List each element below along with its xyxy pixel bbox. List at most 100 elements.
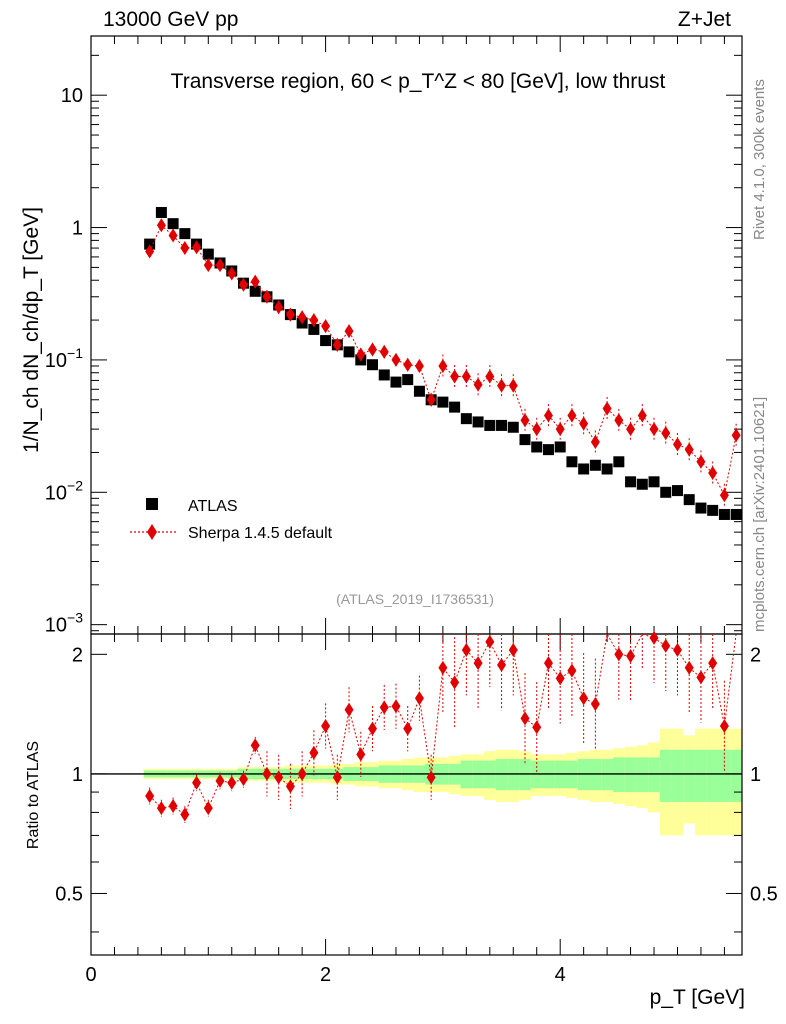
sherpa-point (180, 241, 190, 256)
atlas-point (648, 476, 660, 488)
header-right: Z+Jet (678, 8, 731, 31)
sherpa-point (356, 347, 366, 362)
atlas-point (707, 504, 719, 516)
sherpa-point (672, 437, 682, 452)
atlas-point (155, 206, 167, 218)
ratio-point (297, 766, 307, 781)
side-label-rivet: Rivet 4.1.0, 300k events (751, 79, 768, 240)
main-y-tick-label: 10−2 (45, 477, 83, 504)
atlas-point (308, 323, 320, 335)
atlas-point (531, 441, 543, 453)
ratio-point (262, 766, 272, 781)
ratio-point (309, 745, 319, 760)
ratio-x-tick-label: 2 (320, 964, 331, 986)
atlas-point (683, 494, 695, 506)
atlas-point (320, 335, 332, 347)
sherpa-point (719, 488, 729, 503)
sherpa-point (426, 392, 436, 407)
ratio-point (672, 643, 682, 658)
ratio-point (661, 638, 671, 653)
ratio-x-tick-label: 0 (85, 964, 96, 986)
atlas-point (613, 456, 625, 468)
ratio-point (719, 718, 729, 733)
side-label-mcplots: mcplots.cern.ch [arXiv:2401.10621] (751, 397, 768, 632)
sherpa-point (567, 408, 577, 423)
ratio-point (485, 634, 495, 649)
sherpa-point (626, 422, 636, 437)
atlas-point (437, 396, 449, 408)
sherpa-point (215, 258, 225, 273)
atlas-point (496, 419, 508, 431)
ratio-series-layer (145, 630, 737, 823)
ratio-point (426, 770, 436, 785)
ratio-point (274, 770, 284, 785)
sherpa-point (473, 377, 483, 392)
atlas-point (507, 421, 519, 433)
ratio-point (356, 747, 366, 762)
sherpa-point (238, 277, 248, 292)
atlas-point (343, 346, 355, 358)
sherpa-point (731, 428, 741, 443)
sherpa-point (309, 313, 319, 328)
ratio-point (391, 699, 401, 714)
sherpa-point (203, 258, 213, 273)
sherpa-point (344, 324, 354, 339)
ratio-point (403, 721, 413, 736)
legend-atlas-marker (146, 498, 158, 510)
ratio-y-tick-label: 2 (72, 644, 83, 666)
atlas-point (202, 248, 214, 260)
ratio-point (368, 721, 378, 736)
atlas-point (636, 478, 648, 490)
ratio-band-inner (507, 759, 520, 791)
ratio-point (508, 643, 518, 658)
atlas-point (472, 416, 484, 428)
ratio-point (696, 670, 706, 685)
sherpa-point (696, 454, 706, 469)
atlas-point (554, 441, 566, 453)
sherpa-point (192, 240, 202, 255)
atlas-point (625, 476, 637, 488)
main-y-tick-label: 10 (61, 85, 83, 107)
sherpa-point (227, 266, 237, 281)
ratio-point (227, 775, 237, 790)
ratio-point (555, 671, 565, 686)
ratio-point (520, 711, 530, 726)
ratio-point (473, 656, 483, 671)
ratio-point (567, 663, 577, 678)
atlas-point (484, 419, 496, 431)
ratio-band-inner (683, 749, 696, 802)
atlas-point (566, 456, 578, 468)
ratio-point (203, 801, 213, 816)
ratio-point (332, 770, 342, 785)
ratio-point (543, 656, 553, 671)
ratio-point (590, 696, 600, 711)
sherpa-point (461, 369, 471, 384)
sherpa-point (379, 344, 389, 359)
ratio-axes: 0 2 4 0.5 0.5 1 1 2 2 (55, 633, 778, 986)
ratio-band-inner (648, 757, 660, 793)
ratio-point (626, 649, 636, 664)
sherpa-point (156, 218, 166, 233)
ratio-frame (90, 633, 743, 956)
legend: ATLAS Sherpa 1.4.5 default (130, 498, 333, 542)
atlas-point (660, 486, 672, 498)
ratio-point (461, 643, 471, 658)
sherpa-point (637, 408, 647, 423)
main-axes: 10−3 10−2 10−1 1 10 (45, 35, 743, 637)
sherpa-point (274, 300, 284, 315)
sherpa-point (520, 413, 530, 428)
ratio-point (192, 775, 202, 790)
ratio-band-inner (519, 759, 531, 791)
sherpa-point (297, 310, 307, 325)
ratio-x-tick-label: 4 (555, 964, 566, 986)
ratio-band-inner (577, 759, 590, 791)
main-series-layer (144, 206, 742, 520)
ratio-band-inner (730, 749, 742, 802)
sherpa-point (497, 378, 507, 393)
ratio-band-inner (495, 759, 508, 791)
ratio-y-tick-label-right: 0.5 (750, 883, 778, 905)
atlas-point (460, 413, 472, 425)
ratio-point (379, 700, 389, 715)
sherpa-point (684, 442, 694, 457)
